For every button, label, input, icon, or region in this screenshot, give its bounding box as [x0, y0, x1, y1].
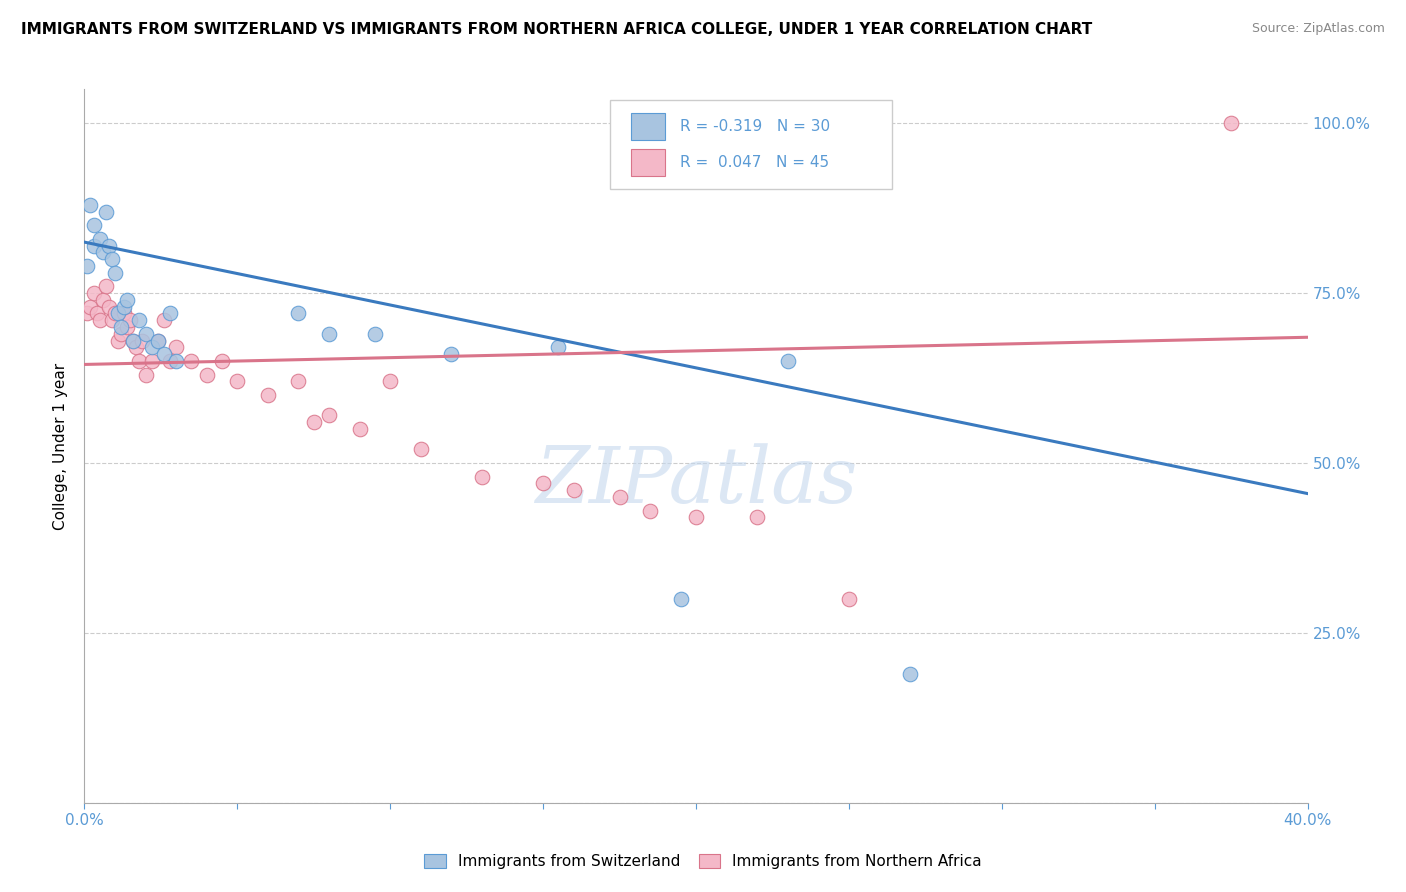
Point	[115, 320, 138, 334]
Point	[125, 341, 148, 355]
Point	[141, 354, 163, 368]
Point	[94, 279, 117, 293]
Legend: Immigrants from Switzerland, Immigrants from Northern Africa: Immigrants from Switzerland, Immigrants …	[418, 848, 988, 875]
Point	[838, 591, 860, 606]
Point	[609, 490, 631, 504]
Point	[562, 483, 585, 498]
Text: IMMIGRANTS FROM SWITZERLAND VS IMMIGRANTS FROM NORTHERN AFRICA COLLEGE, UNDER 1 : IMMIGRANTS FROM SWITZERLAND VS IMMIGRANT…	[21, 22, 1092, 37]
Bar	[631, 149, 665, 176]
Point	[380, 375, 402, 389]
Point	[97, 238, 120, 252]
Point	[226, 375, 249, 389]
Point	[110, 326, 132, 341]
Point	[685, 510, 707, 524]
Point	[287, 375, 309, 389]
Point	[153, 313, 176, 327]
Point	[89, 313, 111, 327]
Point	[165, 354, 187, 368]
Point	[83, 286, 105, 301]
Point	[79, 300, 101, 314]
Point	[146, 334, 169, 348]
Point	[110, 320, 132, 334]
Point	[159, 354, 181, 368]
Point	[101, 252, 124, 266]
Point	[318, 409, 340, 423]
Point	[180, 354, 202, 368]
Point	[898, 666, 921, 681]
Point	[91, 293, 114, 307]
Point	[115, 293, 138, 307]
Point	[409, 442, 432, 457]
Point	[122, 334, 145, 348]
Point	[107, 334, 129, 348]
Point	[318, 326, 340, 341]
Point	[112, 300, 135, 314]
Point	[1220, 116, 1243, 130]
Point	[302, 415, 325, 429]
Point	[86, 306, 108, 320]
Point	[287, 306, 309, 320]
Point	[159, 306, 181, 320]
FancyBboxPatch shape	[610, 100, 891, 189]
Point	[531, 476, 554, 491]
Point	[83, 218, 105, 232]
Point	[79, 198, 101, 212]
Point	[195, 368, 218, 382]
Point	[89, 232, 111, 246]
Point	[141, 341, 163, 355]
Point	[128, 313, 150, 327]
Text: R = -0.319   N = 30: R = -0.319 N = 30	[681, 119, 830, 134]
Text: ZIPatlas: ZIPatlas	[534, 443, 858, 520]
Point	[91, 245, 114, 260]
Point	[135, 326, 157, 341]
Point	[101, 313, 124, 327]
Point	[146, 334, 169, 348]
Point	[104, 306, 127, 320]
Point	[638, 503, 661, 517]
Point	[104, 266, 127, 280]
Point	[83, 238, 105, 252]
Text: Source: ZipAtlas.com: Source: ZipAtlas.com	[1251, 22, 1385, 36]
Point	[547, 341, 569, 355]
Point	[97, 300, 120, 314]
Point	[165, 341, 187, 355]
Point	[776, 354, 799, 368]
Point	[112, 306, 135, 320]
Point	[440, 347, 463, 361]
Point	[76, 259, 98, 273]
Point	[131, 334, 153, 348]
Point	[135, 368, 157, 382]
Point	[120, 313, 142, 327]
Point	[349, 422, 371, 436]
Point	[257, 388, 280, 402]
Text: R =  0.047   N = 45: R = 0.047 N = 45	[681, 155, 830, 170]
Point	[364, 326, 387, 341]
Bar	[631, 113, 665, 140]
Point	[153, 347, 176, 361]
Point	[747, 510, 769, 524]
Point	[211, 354, 233, 368]
Point	[669, 591, 692, 606]
Point	[94, 204, 117, 219]
Point	[107, 306, 129, 320]
Point	[76, 306, 98, 320]
Point	[122, 334, 145, 348]
Point	[128, 354, 150, 368]
Y-axis label: College, Under 1 year: College, Under 1 year	[53, 362, 69, 530]
Point	[471, 469, 494, 483]
